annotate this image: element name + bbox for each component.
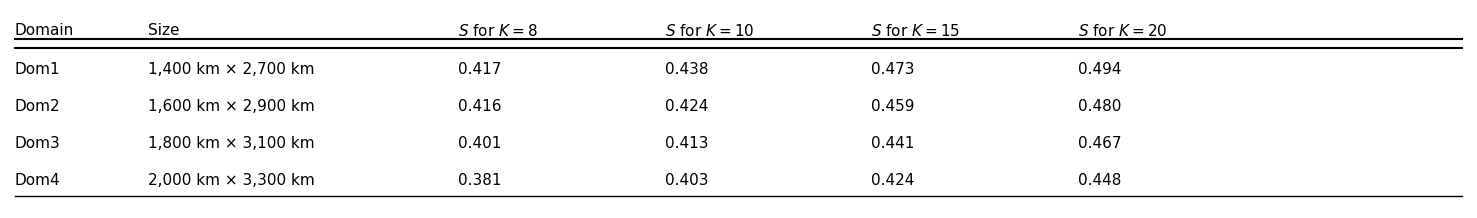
Text: Dom3: Dom3: [15, 136, 61, 151]
Text: 0.424: 0.424: [665, 99, 707, 114]
Text: Dom1: Dom1: [15, 62, 61, 77]
Text: 0.459: 0.459: [871, 99, 914, 114]
Text: 0.381: 0.381: [458, 174, 501, 188]
Text: Dom4: Dom4: [15, 174, 61, 188]
Text: $S$ for $K = 10$: $S$ for $K = 10$: [665, 22, 755, 39]
Text: 1,800 km × 3,100 km: 1,800 km × 3,100 km: [148, 136, 315, 151]
Text: 0.401: 0.401: [458, 136, 501, 151]
Text: 0.424: 0.424: [871, 174, 914, 188]
Text: 0.403: 0.403: [665, 174, 707, 188]
Text: 0.441: 0.441: [871, 136, 914, 151]
Text: 0.480: 0.480: [1078, 99, 1121, 114]
Text: 0.494: 0.494: [1078, 62, 1121, 77]
Text: Dom2: Dom2: [15, 99, 61, 114]
Text: 1,600 km × 2,900 km: 1,600 km × 2,900 km: [148, 99, 315, 114]
Text: 0.438: 0.438: [665, 62, 707, 77]
Text: 2,000 km × 3,300 km: 2,000 km × 3,300 km: [148, 174, 315, 188]
Text: Domain: Domain: [15, 23, 74, 38]
Text: $S$ for $K = 8$: $S$ for $K = 8$: [458, 22, 538, 39]
Text: 0.413: 0.413: [665, 136, 707, 151]
Text: 0.417: 0.417: [458, 62, 501, 77]
Text: 0.448: 0.448: [1078, 174, 1121, 188]
Text: 0.416: 0.416: [458, 99, 501, 114]
Text: 0.467: 0.467: [1078, 136, 1121, 151]
Text: Size: Size: [148, 23, 179, 38]
Text: $S$ for $K = 15$: $S$ for $K = 15$: [871, 22, 960, 39]
Text: 0.473: 0.473: [871, 62, 914, 77]
Text: 1,400 km × 2,700 km: 1,400 km × 2,700 km: [148, 62, 315, 77]
Text: $S$ for $K = 20$: $S$ for $K = 20$: [1078, 22, 1168, 39]
